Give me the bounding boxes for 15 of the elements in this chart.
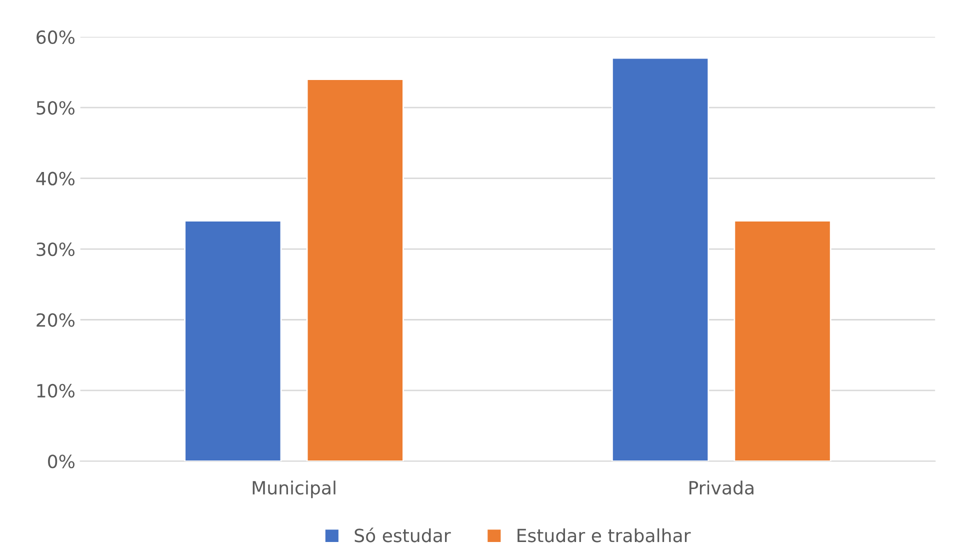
y-tick-label: 30% [36, 242, 74, 256]
bar [306, 78, 404, 462]
y-tick-label: 40% [36, 172, 74, 186]
y-tick-label: 10% [37, 384, 74, 398]
bar [734, 220, 832, 462]
y-tick-label: 50% [36, 101, 74, 115]
legend-label: Só estudar [354, 528, 451, 542]
y-tick-label: 0% [48, 454, 74, 468]
y-tick-label: 20% [36, 313, 74, 327]
x-tick-label: Privada [690, 480, 754, 495]
bar [184, 220, 282, 462]
x-tick-label: Municipal [252, 480, 336, 498]
bar [612, 57, 710, 462]
y-tick-label: 60% [36, 30, 74, 44]
legend-label: Estudar e trabalhar [518, 528, 691, 542]
